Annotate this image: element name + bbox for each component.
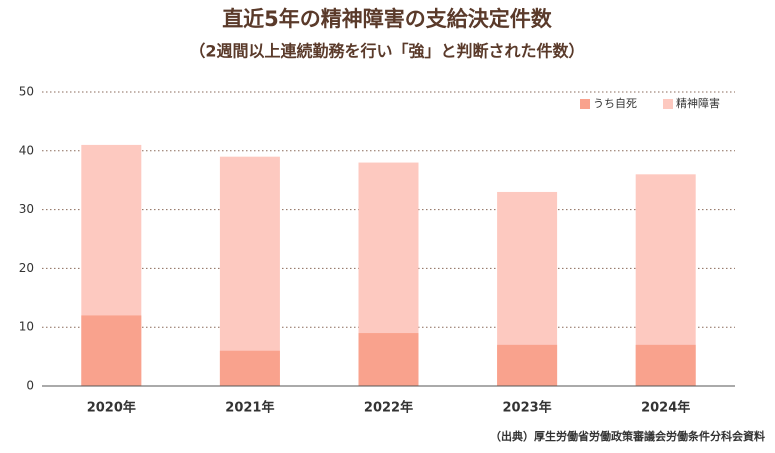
y-tick-label: 50 [19,85,34,99]
bar [219,350,280,386]
bar [81,315,142,386]
legend-swatch [663,99,673,109]
legend-label: 精神障害 [676,96,720,110]
y-tick-label: 20 [19,261,34,275]
x-tick-label: 2021年 [225,400,274,416]
x-tick-label: 2022年 [364,400,413,416]
bar [635,344,696,386]
x-tick-label: 2020年 [87,400,136,416]
chart-title: 直近5年の精神障害の支給決定件数 [222,7,553,31]
x-tick-label: 2024年 [641,400,690,416]
y-tick-label: 0 [26,379,34,393]
y-tick-label: 30 [19,202,34,216]
bar [358,333,419,386]
legend-swatch [580,99,590,109]
bar [497,344,558,386]
legend-label: うち自死 [593,97,637,110]
bar [219,156,280,386]
x-tick-label: 2023年 [503,400,552,416]
y-tick-label: 40 [19,143,34,157]
chart-subtitle: （2週間以上連続勤務を行い「強」と判断された件数） [189,42,584,61]
y-tick-label: 10 [19,320,34,334]
source-note: （出典）厚生労働省労働政策審議会労働条件分科会資料 [490,429,765,443]
